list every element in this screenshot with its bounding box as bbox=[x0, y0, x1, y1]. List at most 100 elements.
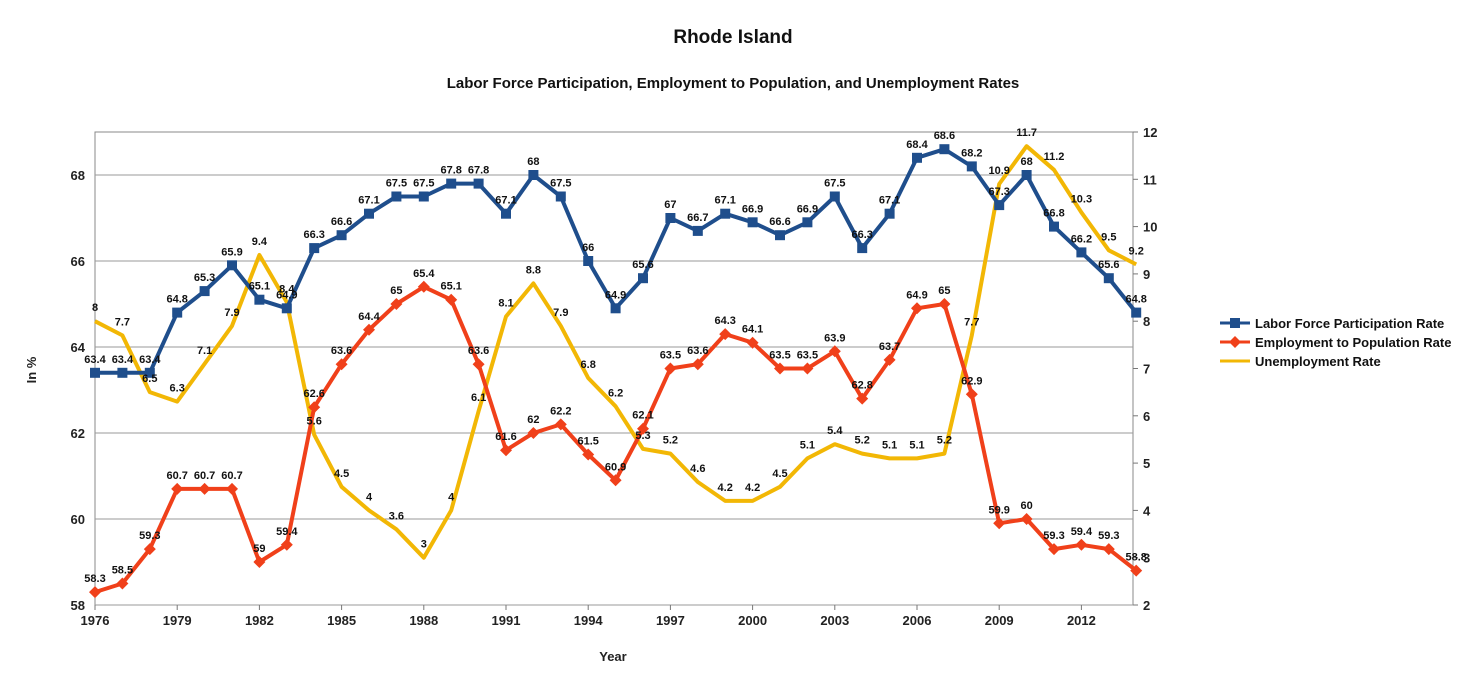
x-tick-label: 1985 bbox=[327, 613, 356, 628]
data-label: 60 bbox=[1020, 500, 1032, 512]
data-point bbox=[417, 280, 430, 293]
data-point bbox=[1075, 538, 1088, 551]
right-tick-label: 4 bbox=[1143, 503, 1151, 518]
data-label: 58.8 bbox=[1125, 552, 1146, 564]
data-label: 65.4 bbox=[413, 268, 435, 280]
x-tick-label: 2003 bbox=[820, 613, 849, 628]
data-point bbox=[1103, 273, 1114, 284]
data-point bbox=[472, 358, 485, 371]
x-tick-label: 1997 bbox=[656, 613, 685, 628]
data-point bbox=[774, 362, 786, 375]
x-tick-label: 2006 bbox=[903, 613, 932, 628]
data-point bbox=[1076, 247, 1087, 258]
data-point bbox=[336, 230, 347, 241]
data-label: 4 bbox=[448, 491, 455, 503]
data-label: 60.9 bbox=[605, 461, 626, 473]
right-axis-ticks: 2 3 4 5 6 7 8 9 10 11 12 bbox=[1133, 125, 1157, 613]
data-point bbox=[939, 144, 950, 155]
data-label: 5.2 bbox=[663, 435, 678, 447]
data-label: 9.2 bbox=[1129, 245, 1144, 257]
data-point bbox=[884, 208, 895, 219]
data-label: 65.9 bbox=[221, 246, 242, 258]
data-label: 7.1 bbox=[197, 345, 212, 357]
data-label: 5.1 bbox=[909, 439, 924, 451]
data-label: 64.9 bbox=[276, 289, 297, 301]
data-point bbox=[638, 273, 648, 284]
data-label: 62.8 bbox=[851, 380, 872, 392]
data-point bbox=[966, 161, 977, 172]
data-label: 5.2 bbox=[855, 435, 870, 447]
left-tick-label: 60 bbox=[71, 512, 85, 527]
x-tick-label: 2000 bbox=[738, 613, 767, 628]
right-tick-label: 10 bbox=[1143, 220, 1157, 235]
data-label: 66.9 bbox=[742, 203, 763, 215]
data-point bbox=[555, 191, 566, 202]
data-point bbox=[363, 323, 375, 336]
data-label: 4 bbox=[366, 491, 373, 503]
data-point bbox=[609, 474, 622, 487]
data-label: 5.1 bbox=[800, 439, 815, 451]
data-point bbox=[500, 444, 512, 457]
x-tick-label: 1976 bbox=[81, 613, 110, 628]
data-point bbox=[501, 208, 511, 219]
data-point bbox=[144, 367, 155, 378]
data-label: 65.1 bbox=[249, 281, 270, 293]
data-label: 63.6 bbox=[687, 345, 708, 357]
x-tick-label: 2009 bbox=[985, 613, 1014, 628]
data-point bbox=[938, 298, 951, 310]
data-point bbox=[446, 178, 457, 189]
data-labels: 8 7.7 6.5 6.3 7.1 7.9 9.4 8.4 5.6 4.5 4 3.6 3 4 6.1 8.1… bbox=[84, 127, 1147, 585]
data-label: 6.1 bbox=[471, 392, 486, 404]
data-point bbox=[227, 260, 237, 271]
y-axis-label: In % bbox=[24, 356, 39, 383]
data-label: 8.4 bbox=[279, 283, 295, 295]
right-tick-label: 11 bbox=[1143, 172, 1157, 187]
data-point bbox=[198, 482, 211, 495]
x-tick-label: 1988 bbox=[409, 613, 438, 628]
data-label: 63.4 bbox=[84, 354, 106, 366]
data-label: 64.9 bbox=[906, 289, 927, 301]
data-label: 60.7 bbox=[221, 470, 242, 482]
data-point bbox=[719, 328, 732, 341]
data-label: 62.2 bbox=[550, 405, 571, 417]
data-label: 67 bbox=[664, 199, 676, 211]
gridlines bbox=[95, 174, 1133, 606]
data-label: 67.1 bbox=[714, 195, 735, 207]
data-point bbox=[582, 448, 595, 461]
data-label: 6.3 bbox=[170, 383, 185, 395]
data-label: 4.2 bbox=[718, 482, 733, 494]
data-label: 67.5 bbox=[550, 178, 571, 190]
data-point bbox=[528, 170, 539, 180]
data-label: 8.1 bbox=[498, 297, 513, 309]
right-tick-label: 9 bbox=[1143, 267, 1150, 282]
data-label: 67.1 bbox=[495, 195, 516, 207]
data-point bbox=[254, 294, 265, 305]
x-tick-label: 1994 bbox=[574, 613, 604, 628]
data-point bbox=[856, 392, 869, 405]
data-point bbox=[994, 200, 1005, 211]
data-point bbox=[857, 243, 868, 254]
data-label: 62.1 bbox=[632, 410, 653, 422]
legend-label: Labor Force Participation Rate bbox=[1255, 316, 1444, 331]
left-axis-ticks: 58 60 62 64 66 68 bbox=[71, 168, 86, 613]
data-point bbox=[1131, 307, 1142, 318]
data-label: 3 bbox=[421, 539, 427, 551]
data-point bbox=[309, 243, 320, 254]
chart-title: Rhode Island bbox=[673, 27, 792, 48]
data-label: 66.9 bbox=[797, 203, 818, 215]
data-point bbox=[90, 367, 100, 378]
data-point bbox=[691, 358, 704, 371]
data-label: 66.6 bbox=[331, 216, 352, 228]
data-point bbox=[802, 217, 813, 228]
data-label: 11.7 bbox=[1016, 127, 1037, 139]
data-label: 63.6 bbox=[331, 345, 352, 357]
left-tick-label: 68 bbox=[71, 168, 85, 183]
data-label: 64.3 bbox=[714, 315, 735, 327]
data-label: 68.2 bbox=[961, 147, 982, 159]
data-label: 58.3 bbox=[84, 573, 105, 585]
right-tick-label: 5 bbox=[1143, 456, 1150, 471]
data-label: 66.3 bbox=[851, 229, 872, 241]
data-label: 63.7 bbox=[879, 341, 900, 353]
data-label: 65.6 bbox=[1098, 259, 1119, 271]
